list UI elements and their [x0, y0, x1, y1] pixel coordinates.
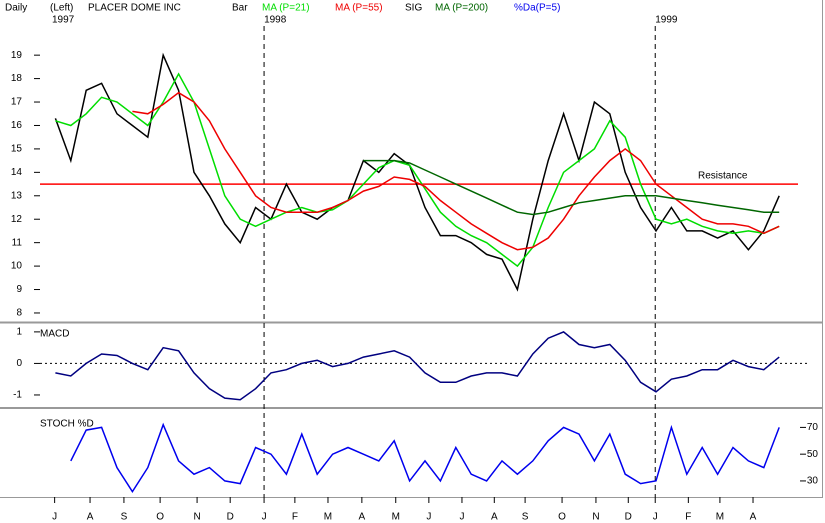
y-tick-label: 30 [807, 476, 819, 487]
x-tick-label: A [359, 512, 366, 523]
x-tick-label: N [592, 512, 599, 523]
legend-entry: Bar [232, 3, 248, 14]
x-tick-label: M [324, 512, 332, 523]
x-tick-label: A [87, 512, 94, 523]
y-tick-label: 0 [16, 358, 22, 369]
resistance-label: Resistance [698, 171, 748, 182]
x-tick-label: O [156, 512, 164, 523]
symbol-label: PLACER DOME INC [88, 3, 181, 14]
background [0, 0, 823, 498]
x-tick-label: O [558, 512, 566, 523]
x-tick-label: D [227, 512, 234, 523]
y-tick-label: 11 [12, 237, 23, 248]
y-tick-label: 18 [11, 73, 23, 84]
x-tick-label: J [426, 512, 431, 523]
x-tick-label: F [292, 512, 298, 523]
legend-entry: MA (P=21) [262, 3, 310, 14]
x-tick-label: M [392, 512, 400, 523]
x-tick-label: J [653, 512, 658, 523]
series-line [54, 52, 780, 292]
legend-entry: %Da(P=5) [514, 3, 560, 14]
y-tick-label: 50 [807, 449, 819, 460]
x-tick-label: J [52, 512, 57, 523]
x-tick-label: S [522, 512, 529, 523]
y-tick-label: 9 [16, 284, 22, 295]
x-tick-label: S [121, 512, 128, 523]
y-tick-label: 10 [11, 261, 23, 272]
y-tick-label: 70 [807, 422, 819, 433]
y-tick-label: 13 [11, 190, 23, 201]
y-tick-label: 16 [11, 120, 23, 131]
y-tick-label: 1 [16, 327, 22, 338]
axis-side-label: (Left) [50, 3, 73, 14]
y-tick-label: 15 [11, 144, 23, 155]
year-label: 1997 [52, 15, 75, 26]
series-line [55, 331, 780, 401]
x-tick-label: F [685, 512, 691, 523]
series-line [70, 422, 780, 493]
y-tick-label: -1 [13, 390, 22, 401]
sig-label: SIG [405, 3, 422, 14]
year-label: 1999 [655, 15, 678, 26]
x-tick-label: J [262, 512, 267, 523]
series-line [132, 91, 780, 251]
legend-entry: MA (P=55) [335, 3, 383, 14]
x-tick-label: A [491, 512, 498, 523]
x-tick-label: D [625, 512, 632, 523]
y-tick-label: 19 [11, 50, 23, 61]
year-label: 1998 [264, 15, 287, 26]
x-tick-label: J [459, 512, 464, 523]
x-tick-label: N [193, 512, 200, 523]
x-tick-label: M [716, 512, 724, 523]
series-line [363, 159, 780, 216]
y-tick-label: 17 [11, 97, 23, 108]
panel-title: STOCH %D [40, 419, 94, 430]
y-tick-label: 12 [11, 214, 23, 225]
period-label: Daily [5, 3, 27, 14]
x-tick-label: A [750, 512, 757, 523]
y-tick-label: 8 [16, 308, 22, 319]
legend-entry: MA (P=200) [435, 3, 488, 14]
panel-title: MACD [40, 329, 69, 340]
series-line [55, 72, 780, 268]
y-tick-label: 14 [11, 167, 23, 178]
